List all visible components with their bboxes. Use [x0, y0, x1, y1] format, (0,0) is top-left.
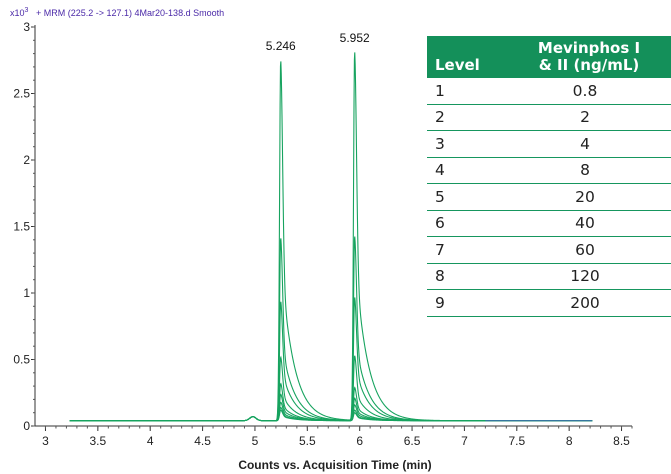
concentration-cell: 8: [503, 157, 671, 184]
table-row: 9 200: [427, 289, 671, 317]
x-tick-label: 8: [566, 434, 573, 448]
x-tick-label: 3.5: [89, 434, 106, 448]
level-cell: 1: [427, 78, 503, 105]
x-tick-label: 7: [461, 434, 468, 448]
concentration-cell: 200: [503, 289, 671, 317]
concentration-column-header: Mevinphos I & II (ng/mL): [503, 36, 671, 78]
trace-info: + MRM (225.2 -> 127.1) 4Mar20-138.d Smoo…: [36, 8, 224, 18]
level-cell: 6: [427, 210, 503, 237]
trace-level-6: [69, 355, 593, 422]
table-row: 5 20: [427, 183, 671, 211]
level-cell: 2: [427, 104, 503, 131]
calibration-level-table: Level Mevinphos I & II (ng/mL) 1 0.8 2 2 3 4 4 8…: [427, 36, 671, 317]
y-tick-label: 0: [23, 419, 30, 433]
chromatogram-traces: [69, 52, 593, 422]
scale-exponent: 3: [25, 7, 29, 14]
level-cell: 9: [427, 289, 503, 317]
axes: 0 0.5 1 1.5 2 2.5 3 3 3.5 4 4.5 5 5.5 6 6.5 7 7.5 8 8.5: [13, 20, 633, 448]
table-row: 6 40: [427, 210, 671, 237]
concentration-cell: 4: [503, 130, 671, 158]
table-row: 1 0.8: [427, 78, 671, 105]
x-tick-label: 4.5: [194, 434, 211, 448]
table-row: 8 120: [427, 263, 671, 290]
x-tick-label: 5: [252, 434, 259, 448]
y-tick-label: 3: [23, 20, 30, 34]
x-tick-label: 6: [356, 434, 363, 448]
peak-label-2: 5.952: [340, 31, 370, 45]
trace-level-4: [69, 393, 593, 422]
x-tick-label: 4: [147, 434, 154, 448]
concentration-cell: 40: [503, 210, 671, 237]
y-tick-label: 1: [23, 286, 30, 300]
y-tick-label: 2: [23, 153, 30, 167]
x-tick-label: 8.5: [613, 434, 630, 448]
level-cell: 8: [427, 263, 503, 290]
concentration-cell: 120: [503, 263, 671, 290]
level-cell: 7: [427, 236, 503, 264]
concentration-header-line-1: Mevinphos I: [537, 39, 641, 57]
concentration-cell: 0.8: [503, 78, 671, 105]
level-cell: 4: [427, 157, 503, 184]
level-cell: 5: [427, 183, 503, 211]
concentration-cell: 20: [503, 183, 671, 211]
x-tick-label: 3: [42, 434, 49, 448]
peak-labels: 5.246 5.952: [266, 31, 370, 53]
trace-level-5: [69, 382, 593, 422]
concentration-cell: 2: [503, 104, 671, 131]
x-axis-title: Counts vs. Acquisition Time (min): [238, 458, 431, 472]
x-tick-label: 6.5: [404, 434, 421, 448]
table-row: 7 60: [427, 236, 671, 264]
x-tick-label: 5.5: [299, 434, 316, 448]
scale-factor: x103: [10, 7, 29, 18]
level-cell: 3: [427, 130, 503, 158]
concentration-header-line-2: & II (ng/mL): [538, 56, 640, 74]
y-tick-label: 0.5: [13, 353, 30, 367]
scale-base: x10: [10, 8, 25, 18]
x-tick-label: 7.5: [508, 434, 525, 448]
y-tick-label: 1.5: [13, 220, 30, 234]
peak-label-1: 5.246: [266, 39, 296, 53]
table-header-row: Level Mevinphos I & II (ng/mL): [427, 36, 671, 78]
y-tick-label: 2.5: [13, 87, 30, 101]
level-column-header: Level: [427, 36, 503, 78]
concentration-cell: 60: [503, 236, 671, 264]
table-body: 1 0.8 2 2 3 4 4 8 5 20 6 40 7 60 8 120 9 200: [427, 78, 671, 317]
